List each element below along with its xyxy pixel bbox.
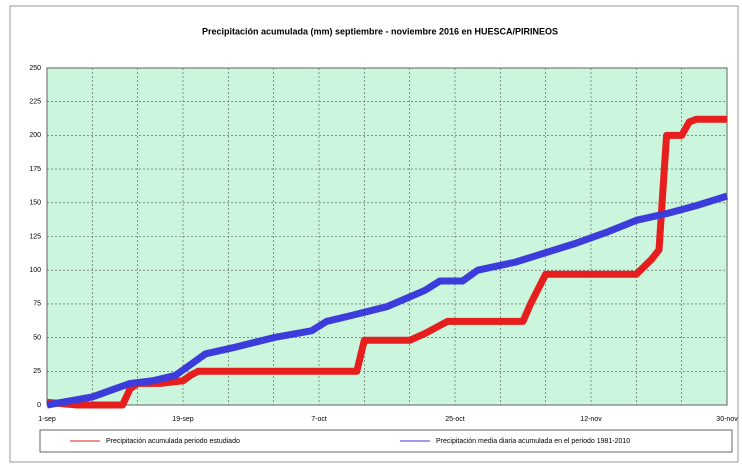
y-tick-label: 150 xyxy=(29,200,41,207)
y-tick-label: 0 xyxy=(37,402,41,409)
series-line xyxy=(46,115,727,409)
y-tick-label: 50 xyxy=(33,334,41,341)
x-tick-label: 7-oct xyxy=(311,416,327,423)
legend-text: Precipitación acumulada periodo estudiad… xyxy=(106,438,240,445)
y-tick-label: 125 xyxy=(29,233,41,240)
x-tick-label: 12-nov xyxy=(580,416,602,423)
y-tick-label: 200 xyxy=(29,132,41,139)
legend-text: Precipitación media diaria acumulada en … xyxy=(436,438,630,445)
y-tick-label: 225 xyxy=(29,99,41,106)
x-tick-label: 19-sep xyxy=(172,416,194,423)
chart-title: Precipitación acumulada (mm) septiembre … xyxy=(202,26,558,36)
y-tick-label: 25 xyxy=(33,368,41,375)
x-tick-label: 25-oct xyxy=(445,416,465,423)
x-tick-label: 30-nov xyxy=(716,416,738,423)
legend xyxy=(39,429,733,453)
series-line xyxy=(46,192,729,409)
y-tick-label: 250 xyxy=(29,65,41,72)
y-tick-label: 175 xyxy=(29,166,41,173)
y-tick-label: 100 xyxy=(29,267,41,274)
y-tick-label: 75 xyxy=(33,301,41,308)
x-tick-label: 1-sep xyxy=(38,416,56,423)
